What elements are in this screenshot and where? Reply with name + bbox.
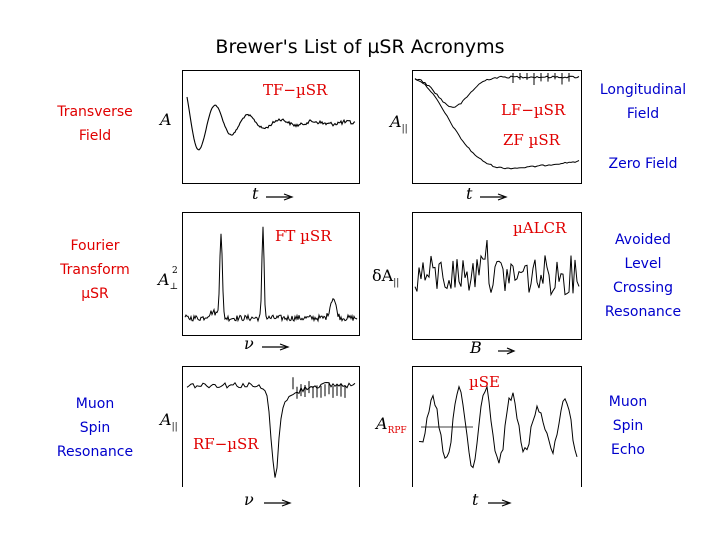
alcr-signal-plot xyxy=(414,239,580,297)
label-line: Level xyxy=(624,256,662,272)
page-title: Brewer's List of µSR Acronyms xyxy=(215,36,505,58)
label-avoided-level-crossing: Avoided Level Crossing Resonance xyxy=(588,228,698,324)
ft-y-axis-sup: 2 xyxy=(172,265,178,276)
mse-y-axis-sub: RPF xyxy=(387,426,407,437)
mse-signal-trace xyxy=(418,384,578,469)
rf-signal-trace xyxy=(186,381,356,478)
label-line: Longitudinal xyxy=(599,82,687,98)
label-muon-spin-resonance: Muon Spin Resonance xyxy=(40,392,150,464)
lf-signal-trace xyxy=(414,75,580,108)
label-line: Resonance xyxy=(604,304,682,320)
panel-rf-musr: RF−µSR xyxy=(182,366,360,487)
label-line: Crossing xyxy=(612,280,674,296)
zf-signal-trace xyxy=(414,78,580,170)
label-line: Muon xyxy=(608,394,648,410)
label-line: Echo xyxy=(611,442,645,458)
alcr-y-axis-text: δA xyxy=(372,266,394,285)
tf-x-axis-label: t xyxy=(252,184,259,203)
rf-signal-plot xyxy=(186,377,356,478)
mse-x-axis-label: t xyxy=(472,490,479,509)
alcr-x-axis-label: B xyxy=(470,338,482,357)
label-line: Spin xyxy=(79,420,111,436)
lf-y-axis-text: A xyxy=(390,112,402,131)
label-line: Field xyxy=(626,106,660,122)
alcr-x-arrow-icon xyxy=(498,347,516,355)
mse-panel-label: µSE xyxy=(469,373,500,391)
rf-x-arrow-icon xyxy=(264,499,292,507)
rf-panel-label: RF−µSR xyxy=(193,435,259,453)
ft-spectrum-trace xyxy=(184,226,358,323)
mse-signal-plot xyxy=(418,384,578,469)
alcr-signal-trace xyxy=(414,239,580,297)
ft-x-axis-label: ν xyxy=(244,334,254,353)
lf-y-axis-label: A|| xyxy=(390,112,408,134)
rf-y-axis-sub: || xyxy=(171,422,178,433)
zf-panel-label: ZF µSR xyxy=(503,131,560,149)
panel-mu-alcr: µALCR xyxy=(412,212,582,340)
tf-x-arrow-icon xyxy=(266,193,294,201)
alcr-y-axis-label: δA|| xyxy=(372,266,399,288)
mse-y-axis-label: ARPF xyxy=(376,414,407,436)
tf-panel-label: TF−µSR xyxy=(263,81,328,99)
lf-x-arrow-icon xyxy=(480,193,508,201)
panel-mu-se: µSE xyxy=(412,366,582,487)
tf-signal-plot xyxy=(186,96,356,151)
ft-x-arrow-icon xyxy=(262,343,290,351)
mse-y-axis-text: A xyxy=(376,414,388,433)
label-longitudinal-field: Longitudinal Field xyxy=(588,78,698,126)
panel-lf-zf-musr: LF−µSR ZF µSR xyxy=(412,70,582,184)
panel-ft-musr: FT µSR xyxy=(182,212,360,336)
lf-zf-signal-plot xyxy=(414,73,580,170)
ft-y-axis-text: A xyxy=(158,270,170,289)
label-line: µSR xyxy=(81,286,109,302)
ft-y-axis-sub: ⊥ xyxy=(169,282,179,293)
rf-x-axis-label: ν xyxy=(244,490,254,509)
label-line: Transform xyxy=(60,262,130,278)
ft-y-axis-label: A⊥ 2 xyxy=(158,266,184,293)
tf-signal-trace xyxy=(186,96,356,151)
alcr-y-axis-sub: || xyxy=(393,278,400,289)
tf-y-axis-label: A xyxy=(160,110,172,129)
label-zero-field: Zero Field xyxy=(588,152,698,176)
rf-y-axis-label: A|| xyxy=(160,410,178,432)
ft-panel-label: FT µSR xyxy=(275,227,332,245)
panel-tf-musr: TF−µSR xyxy=(182,70,360,184)
label-transverse-field: Transverse Field xyxy=(40,100,150,148)
label-line: Resonance xyxy=(56,444,134,460)
alcr-panel-label: µALCR xyxy=(513,219,567,237)
label-muon-spin-echo: Muon Spin Echo xyxy=(588,390,668,462)
label-fourier-transform: Fourier Transform µSR xyxy=(40,234,150,306)
label-line: Field xyxy=(78,128,112,144)
ft-spectrum-plot xyxy=(184,226,358,323)
rf-y-axis-text: A xyxy=(160,410,172,429)
label-line: Zero Field xyxy=(608,156,678,172)
label-line: Muon xyxy=(75,396,115,412)
lf-x-axis-label: t xyxy=(466,184,473,203)
label-line: Avoided xyxy=(615,232,671,248)
label-line: Fourier xyxy=(70,238,120,254)
label-line: Transverse xyxy=(57,104,133,120)
mse-x-arrow-icon xyxy=(488,499,512,507)
lf-y-axis-sub: || xyxy=(401,124,408,135)
lf-panel-label: LF−µSR xyxy=(501,101,566,119)
label-line: Spin xyxy=(612,418,644,434)
